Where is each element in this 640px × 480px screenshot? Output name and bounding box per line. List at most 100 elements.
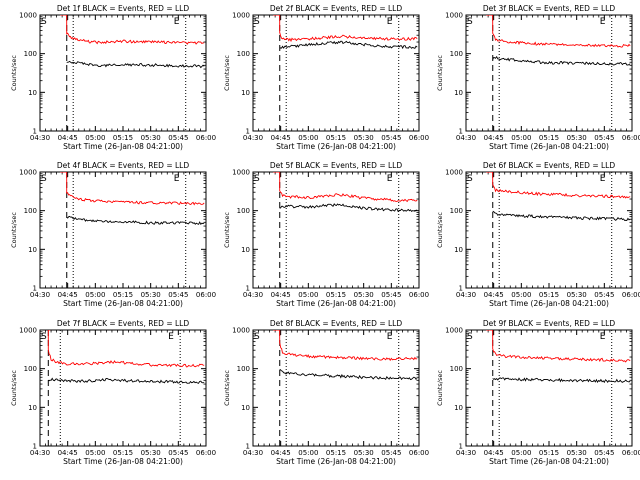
panel-det-9: Det 9f BLACK = Events, RED = LLD 1 10 100 10… (436, 319, 640, 466)
events-series-line (279, 40, 418, 50)
panel-det-4: Det 4f BLACK = Events, RED = LLD 1 10 100 10… (10, 161, 216, 308)
x-tick-label: 04:45 (271, 291, 291, 299)
panel-title: Det 2f BLACK = Events, RED = LLD (270, 4, 403, 13)
y-tick-label: 10 (241, 404, 250, 412)
events-series-line (66, 60, 205, 69)
x-axis-label: Start Time (26-Jan-08 04:21:00) (276, 142, 396, 151)
events-series-line (48, 377, 205, 384)
y-tick-label: 10 (28, 404, 37, 412)
end-marker-label: E (600, 174, 606, 184)
start-marker-label: S (41, 332, 47, 342)
x-tick-label: 04:30 (243, 134, 263, 142)
x-tick-label: 05:15 (539, 449, 559, 457)
y-tick-label: 1000 (445, 327, 463, 335)
y-tick-label: 1 (459, 128, 463, 136)
x-axis-label: Start Time (26-Jan-08 04:21:00) (489, 299, 609, 308)
x-tick-label: 05:00 (298, 449, 318, 457)
x-tick-label: 04:45 (484, 449, 504, 457)
panel-det-1: Det 1f BLACK = Events, RED = LLD 1 10 100 10… (10, 4, 216, 151)
x-tick-label: 05:45 (381, 134, 401, 142)
end-marker-label: E (168, 332, 174, 342)
end-marker-label: E (174, 17, 180, 27)
events-series-line (492, 377, 631, 384)
lld-series-line (273, 172, 418, 203)
x-tick-label: 05:15 (326, 291, 346, 299)
panel-det-6: Det 6f BLACK = Events, RED = LLD 1 10 100 10… (436, 161, 640, 308)
events-series-line (492, 55, 631, 66)
panel-title: Det 5f BLACK = Events, RED = LLD (270, 161, 403, 170)
y-axis-label: Counts/sec (436, 212, 444, 248)
x-tick-label: 05:30 (567, 449, 587, 457)
y-tick-label: 100 (450, 50, 463, 58)
y-tick-label: 10 (454, 89, 463, 97)
y-axis-label: Counts/sec (10, 370, 18, 406)
x-axis-label: Start Time (26-Jan-08 04:21:00) (63, 457, 183, 466)
panel-det-7: Det 7f BLACK = Events, RED = LLD 1 10 100 10… (10, 319, 216, 466)
y-tick-label: 10 (28, 89, 37, 97)
x-tick-label: 05:30 (141, 291, 161, 299)
end-marker-label: E (387, 332, 393, 342)
x-tick-label: 05:00 (298, 134, 318, 142)
x-tick-label: 05:30 (354, 291, 374, 299)
y-tick-label: 100 (237, 365, 250, 373)
y-axis-label: Counts/sec (436, 370, 444, 406)
x-tick-label: 04:45 (58, 449, 78, 457)
x-tick-label: 05:00 (511, 291, 531, 299)
x-tick-label: 06:00 (409, 134, 429, 142)
x-tick-label: 05:15 (113, 449, 133, 457)
start-marker-label: S (254, 332, 260, 342)
y-axis-label: Counts/sec (223, 212, 231, 248)
x-tick-label: 05:30 (354, 134, 374, 142)
x-tick-label: 06:00 (196, 449, 216, 457)
panel-title: Det 1f BLACK = Events, RED = LLD (57, 4, 190, 13)
end-marker-label: E (387, 17, 393, 27)
y-tick-label: 100 (450, 207, 463, 215)
end-marker-label: E (387, 174, 393, 184)
x-tick-label: 04:30 (456, 291, 476, 299)
y-tick-label: 1 (33, 128, 37, 136)
y-tick-label: 1 (246, 285, 250, 293)
y-tick-label: 10 (241, 89, 250, 97)
x-tick-label: 04:45 (271, 134, 291, 142)
y-tick-label: 10 (454, 404, 463, 412)
y-axis-label: Counts/sec (10, 55, 18, 91)
y-tick-label: 1000 (445, 12, 463, 20)
x-tick-label: 06:00 (196, 134, 216, 142)
panel-det-8: Det 8f BLACK = Events, RED = LLD 1 10 100 10… (223, 319, 429, 466)
x-axis-label: Start Time (26-Jan-08 04:21:00) (489, 457, 609, 466)
y-tick-label: 1 (459, 285, 463, 293)
y-tick-label: 1 (33, 285, 37, 293)
x-tick-label: 05:45 (381, 449, 401, 457)
lld-series-line (486, 15, 631, 48)
x-tick-label: 05:30 (567, 291, 587, 299)
y-tick-label: 1000 (19, 12, 37, 20)
y-tick-label: 1 (33, 443, 37, 451)
y-tick-label: 100 (24, 50, 37, 58)
y-tick-label: 1000 (232, 12, 250, 20)
x-tick-label: 05:45 (381, 291, 401, 299)
events-series-line (279, 203, 418, 213)
y-tick-label: 1000 (232, 169, 250, 177)
x-tick-label: 04:30 (243, 449, 263, 457)
start-marker-label: S (41, 174, 47, 184)
x-tick-label: 05:15 (539, 134, 559, 142)
x-tick-label: 05:15 (539, 291, 559, 299)
lld-series-line (47, 330, 205, 368)
y-tick-label: 100 (237, 50, 250, 58)
start-marker-label: S (467, 332, 473, 342)
lld-series-line (273, 330, 418, 362)
x-tick-label: 04:30 (243, 291, 263, 299)
y-tick-label: 1000 (19, 327, 37, 335)
end-marker-label: E (600, 17, 606, 27)
x-tick-label: 05:45 (594, 291, 614, 299)
x-tick-label: 05:30 (354, 449, 374, 457)
start-marker-label: S (467, 17, 473, 27)
x-tick-label: 05:00 (298, 291, 318, 299)
y-tick-label: 100 (24, 365, 37, 373)
x-tick-label: 05:15 (326, 449, 346, 457)
events-series-line (492, 210, 631, 222)
x-axis-label: Start Time (26-Jan-08 04:21:00) (489, 142, 609, 151)
y-tick-label: 10 (241, 246, 250, 254)
panel-title: Det 4f BLACK = Events, RED = LLD (57, 161, 190, 170)
x-axis-label: Start Time (26-Jan-08 04:21:00) (276, 457, 396, 466)
